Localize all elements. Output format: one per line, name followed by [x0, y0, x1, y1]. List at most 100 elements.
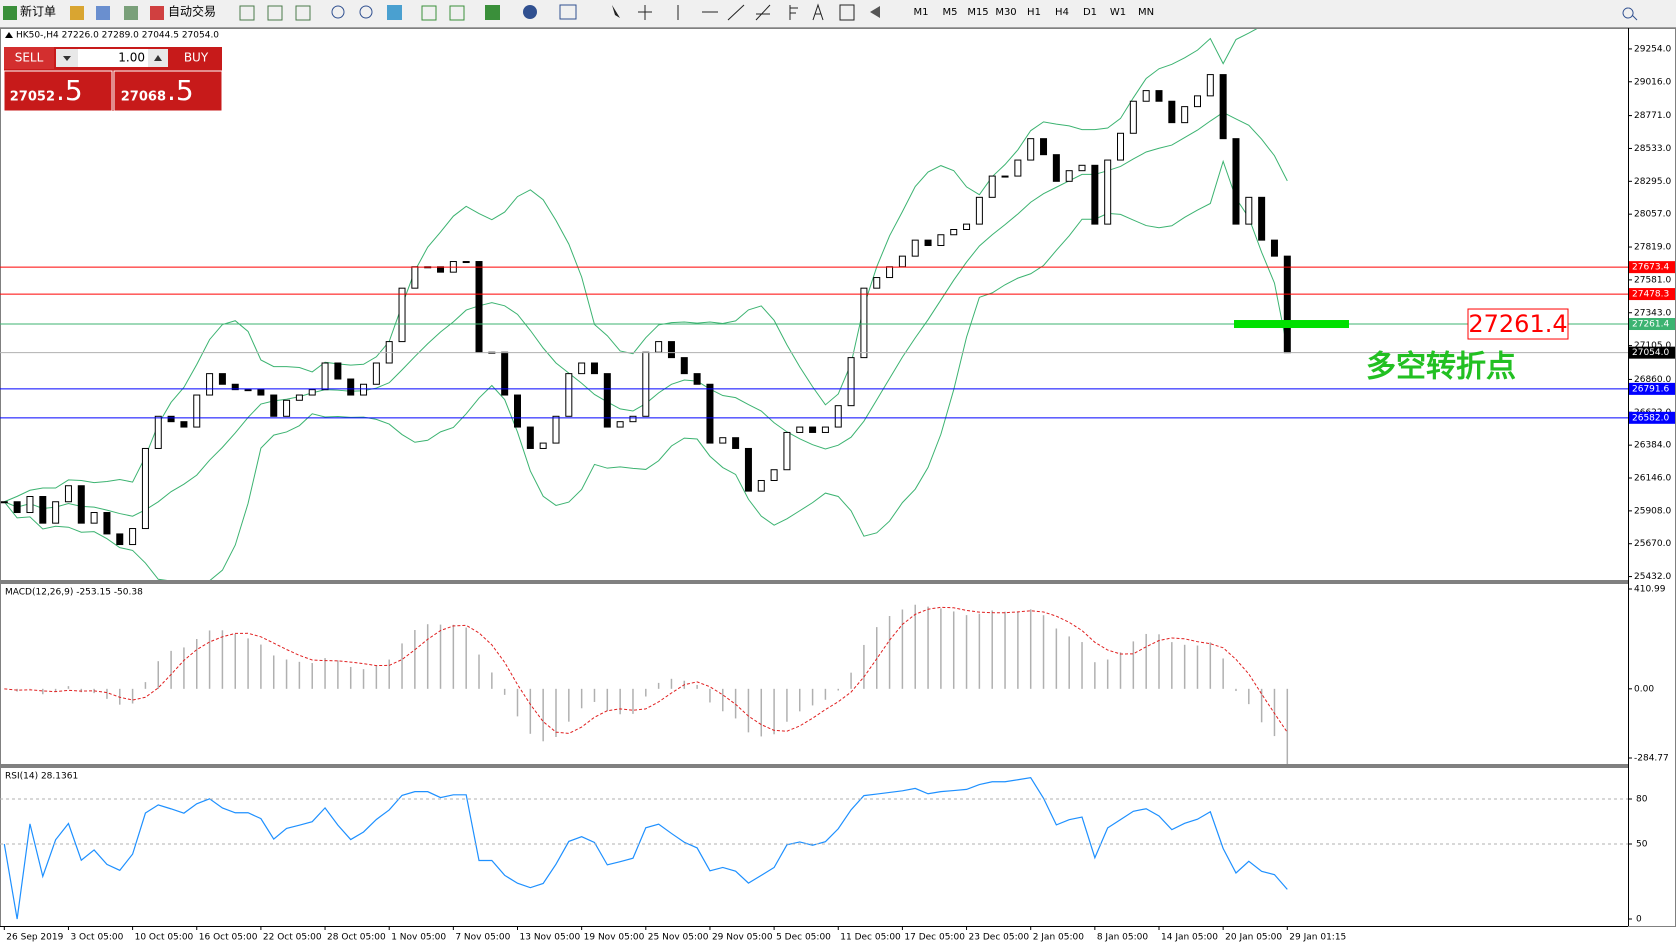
candle: [898, 255, 906, 268]
buy-price-box[interactable]: [113, 70, 223, 112]
y-tick-label: 410.99: [1634, 585, 1666, 595]
buy-price[interactable]: 27068: [121, 90, 166, 105]
candle: [372, 362, 380, 385]
candle: [103, 512, 111, 535]
tool-icon[interactable]: [124, 6, 138, 20]
candle: [257, 389, 265, 396]
candle: [950, 229, 958, 236]
template-icon[interactable]: [559, 4, 577, 20]
candle: [1168, 100, 1176, 124]
zoom-in[interactable]: [331, 5, 345, 19]
timeframe[interactable]: M15: [967, 7, 988, 18]
candle: [873, 277, 881, 289]
zoom-out[interactable]: [359, 5, 373, 19]
cursor-tool[interactable]: [612, 5, 620, 18]
timeframe[interactable]: H1: [1027, 7, 1041, 18]
auto-trade-icon[interactable]: [150, 6, 164, 20]
candle: [680, 357, 688, 375]
timeframe[interactable]: W1: [1110, 7, 1126, 18]
candle: [129, 528, 137, 546]
candle: [1001, 175, 1009, 178]
tool-icon[interactable]: [239, 5, 255, 21]
timeframe[interactable]: H4: [1055, 7, 1069, 18]
macd-signal: [4, 606, 1288, 734]
indicator-icon[interactable]: [485, 5, 500, 20]
x-tick-label: 5 Dec 05:00: [776, 933, 831, 943]
crosshair-tool[interactable]: [638, 5, 652, 20]
tool-icon[interactable]: [449, 5, 465, 21]
sell-button[interactable]: [4, 47, 54, 69]
sell-price-fraction[interactable]: .5: [56, 74, 83, 107]
timeframe[interactable]: MN: [1138, 7, 1154, 18]
turning-point-box: [1467, 308, 1569, 340]
candle: [218, 373, 226, 385]
up-arrow: [154, 55, 162, 61]
candle: [783, 431, 791, 471]
tool-icon[interactable]: [295, 5, 311, 21]
price-level-tag: [1629, 288, 1675, 301]
text-tool[interactable]: [812, 3, 824, 21]
candle: [1014, 159, 1022, 177]
period-icon[interactable]: [523, 5, 537, 19]
tool-icon[interactable]: [70, 6, 84, 20]
sell-price-box[interactable]: [3, 70, 113, 112]
candle: [911, 239, 919, 257]
arrow-tool[interactable]: [870, 6, 880, 18]
candle: [886, 266, 894, 279]
price-level-tag: [1629, 261, 1675, 274]
bollinger-band: [3, 159, 1288, 580]
candle: [206, 373, 214, 396]
candle: [13, 501, 21, 514]
tool-icon[interactable]: [96, 6, 110, 20]
price-level-tag: [1629, 411, 1675, 424]
volume[interactable]: 1.00: [118, 51, 145, 65]
candle: [231, 383, 239, 391]
search[interactable]: [1622, 7, 1638, 21]
sell-label[interactable]: SELL: [15, 51, 44, 65]
new-order[interactable]: 新订单: [20, 4, 56, 19]
x-tick-label: 13 Nov 05:00: [520, 933, 581, 943]
timeframe[interactable]: M1: [914, 7, 929, 18]
tile-icon[interactable]: [387, 5, 402, 20]
timeframe[interactable]: M30: [995, 7, 1016, 18]
candle: [308, 389, 316, 396]
y-tick-label: 25432.0: [1634, 572, 1671, 582]
tool-icon[interactable]: [421, 5, 437, 21]
new-order-icon[interactable]: [3, 6, 17, 20]
candle: [924, 239, 932, 247]
volume-input[interactable]: [78, 49, 148, 67]
tool-icon[interactable]: [267, 5, 283, 21]
candle: [77, 485, 85, 524]
x-tick-label: 25 Nov 05:00: [648, 933, 709, 943]
candle: [1078, 164, 1086, 172]
candle: [603, 373, 611, 428]
turning-point-bar: [1234, 320, 1349, 329]
candle: [154, 415, 162, 449]
candle: [321, 362, 329, 391]
fibo-tool[interactable]: [789, 5, 798, 20]
buy-label[interactable]: BUY: [184, 51, 209, 65]
x-tick-label: 29 Nov 05:00: [712, 933, 773, 943]
sell-price[interactable]: 27052: [10, 90, 55, 105]
x-tick-label: 20 Jan 05:00: [1225, 933, 1282, 943]
candle: [963, 223, 971, 231]
candle: [1232, 138, 1240, 225]
candle: [988, 175, 996, 198]
timeframe[interactable]: M5: [943, 7, 958, 18]
candle: [167, 415, 175, 423]
candle: [283, 399, 291, 417]
y-tick-label: 50: [1636, 840, 1648, 850]
candle: [1040, 138, 1048, 156]
candle: [39, 496, 47, 524]
timeframe[interactable]: D1: [1083, 7, 1097, 18]
candle: [26, 496, 34, 514]
label-tool[interactable]: [839, 4, 855, 21]
x-tick-label: 26 Sep 2019: [6, 933, 63, 943]
candle: [667, 341, 675, 359]
candle: [860, 287, 868, 359]
buy-price-fraction[interactable]: .5: [167, 74, 194, 107]
channel-tool[interactable]: [755, 4, 771, 21]
auto-trade[interactable]: 自动交易: [168, 4, 216, 19]
trendline-tool[interactable]: [727, 4, 745, 21]
